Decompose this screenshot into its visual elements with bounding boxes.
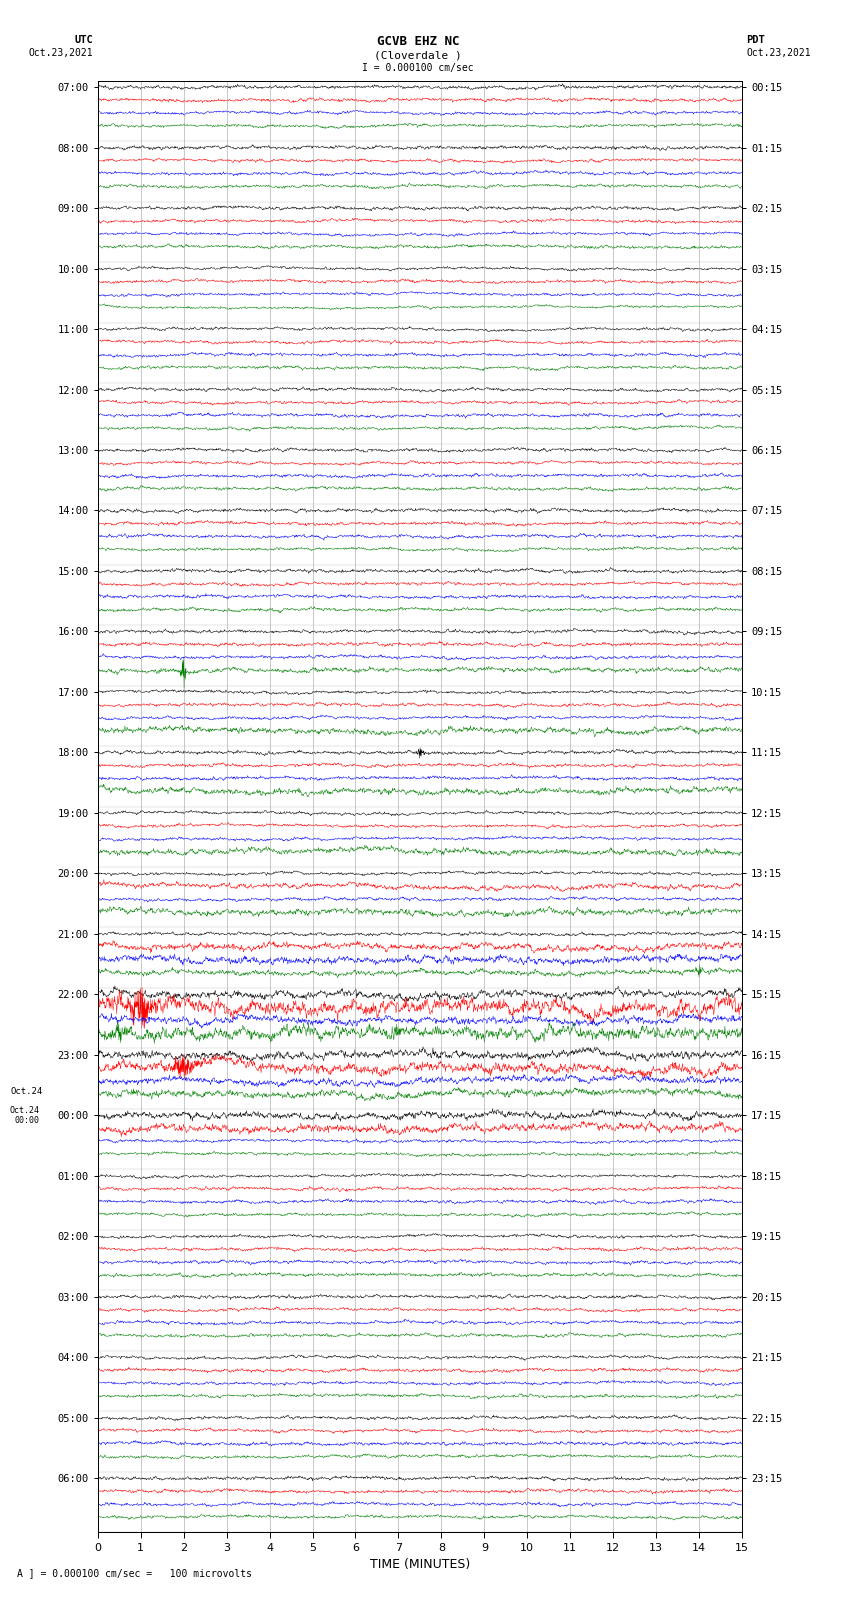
Text: (Cloverdale ): (Cloverdale ) <box>374 50 462 60</box>
Text: UTC: UTC <box>75 35 94 45</box>
Text: Oct.24: Oct.24 <box>11 1087 43 1095</box>
Text: Oct.23,2021: Oct.23,2021 <box>746 48 811 58</box>
Text: GCVB EHZ NC: GCVB EHZ NC <box>377 35 460 48</box>
Text: Oct.24
00:00: Oct.24 00:00 <box>9 1105 40 1126</box>
X-axis label: TIME (MINUTES): TIME (MINUTES) <box>370 1558 470 1571</box>
Text: A ] = 0.000100 cm/sec =   100 microvolts: A ] = 0.000100 cm/sec = 100 microvolts <box>17 1568 252 1578</box>
Text: Oct.23,2021: Oct.23,2021 <box>29 48 94 58</box>
Text: PDT: PDT <box>746 35 765 45</box>
Text: I = 0.000100 cm/sec: I = 0.000100 cm/sec <box>362 63 474 73</box>
